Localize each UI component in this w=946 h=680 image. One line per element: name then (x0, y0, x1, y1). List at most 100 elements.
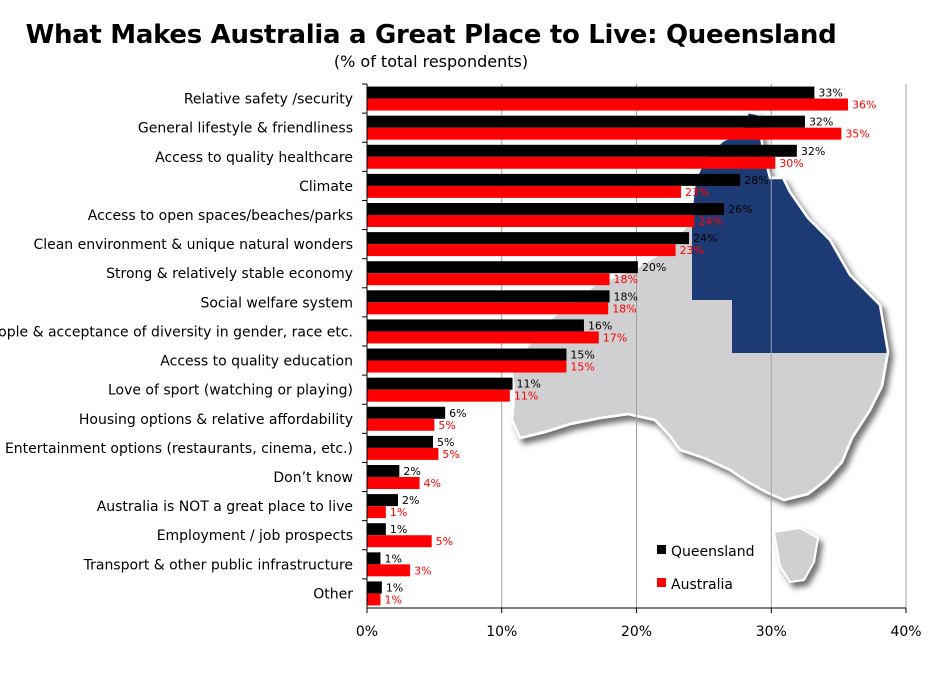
bar-queensland (367, 348, 567, 361)
data-label-queensland: 15% (570, 349, 594, 362)
bar-australia (367, 593, 381, 606)
bar-australia (367, 273, 610, 286)
data-label-queensland: 32% (809, 116, 833, 129)
data-label-australia: 5% (436, 535, 453, 548)
data-label-australia: 15% (570, 361, 594, 374)
bar-australia (367, 360, 567, 373)
bar-queensland (367, 173, 741, 186)
bar-australia (367, 185, 681, 198)
bar-queensland (367, 203, 725, 215)
data-label-queensland: 18% (614, 290, 638, 303)
bar-queensland (367, 115, 805, 128)
data-label-australia: 1% (390, 506, 407, 519)
data-label-australia: 3% (414, 564, 431, 577)
data-label-queensland: 26% (728, 203, 752, 216)
data-label-queensland: 11% (517, 378, 541, 391)
category-label: Transport & other public infrastructure (83, 557, 353, 573)
data-label-australia: 18% (614, 273, 638, 286)
category-label: Access to open spaces/beaches/parks (88, 208, 353, 224)
chart-subtitle: (% of total respondents) (333, 52, 529, 71)
data-label-queensland: 6% (449, 407, 466, 420)
data-label-queensland: 16% (588, 319, 612, 332)
bar-queensland (367, 86, 815, 99)
bars: 33%36%32%35%32%30%28%23%26%24%24%23%20%1… (367, 86, 877, 606)
bar-australia (367, 506, 386, 519)
data-label-queensland: 2% (402, 494, 419, 507)
category-label: General lifestyle & friendliness (138, 121, 353, 137)
chart-title: What Makes Australia a Great Place to Li… (25, 20, 837, 50)
x-tick-label: 20% (621, 624, 652, 640)
category-label: Don’t know (273, 470, 353, 486)
category-label: Housing options & relative affordability (79, 412, 353, 428)
bar-australia (367, 418, 435, 431)
category-label: People & acceptance of diversity in gend… (0, 324, 353, 340)
category-label: Employment / job prospects (157, 528, 353, 544)
data-label-queensland: 28% (744, 174, 768, 187)
x-tick-label: 10% (486, 624, 517, 640)
data-label-australia: 30% (779, 157, 803, 170)
legend-queensland-swatch (657, 545, 666, 554)
x-tick-label: 40% (890, 624, 921, 640)
category-label: Access to quality education (160, 354, 353, 370)
bar-queensland (367, 435, 434, 448)
data-label-australia: 4% (424, 477, 441, 490)
category-label: Social welfare system (200, 295, 353, 311)
data-label-australia: 23% (685, 186, 709, 199)
data-label-australia: 36% (852, 99, 876, 112)
category-label: Strong & relatively stable economy (106, 266, 353, 282)
data-label-australia: 35% (845, 128, 869, 141)
category-label: Climate (299, 179, 353, 195)
bar-australia (367, 477, 420, 489)
bar-queensland (367, 261, 638, 274)
legend-queensland-label: Queensland (671, 544, 755, 560)
bar-queensland (367, 465, 400, 477)
data-label-australia: 17% (603, 331, 627, 344)
data-label-queensland: 20% (642, 261, 666, 274)
bar-australia (367, 564, 411, 577)
bar-queensland (367, 319, 584, 332)
bar-queensland (367, 581, 382, 594)
bar-australia (367, 215, 695, 227)
bar-queensland (367, 232, 690, 245)
bar-australia (367, 302, 609, 315)
data-label-queensland: 32% (801, 145, 825, 158)
x-axis: 0% 10% 20% 30% 40% Relative safety /security G… (0, 83, 922, 640)
data-label-australia: 24% (698, 215, 722, 228)
data-label-queensland: 1% (384, 552, 401, 565)
data-label-queensland: 1% (386, 581, 403, 594)
data-label-queensland: 2% (403, 465, 420, 478)
category-label: Access to quality healthcare (155, 150, 353, 166)
bar-australia (367, 389, 510, 402)
x-tick-label: 0% (356, 624, 378, 640)
category-label: Relative safety /security (184, 92, 353, 108)
data-label-queensland: 5% (437, 436, 454, 449)
bar-australia (367, 447, 439, 460)
bar-queensland (367, 377, 513, 390)
data-label-australia: 1% (384, 593, 401, 606)
category-label: Love of sport (watching or playing) (108, 383, 353, 399)
legend: Queensland Australia (657, 544, 755, 593)
data-label-australia: 5% (438, 419, 455, 432)
category-label: Australia is NOT a great place to live (97, 499, 353, 515)
data-label-australia: 11% (514, 390, 538, 403)
bar-queensland (367, 552, 381, 565)
bar-australia (367, 156, 776, 169)
data-label-australia: 5% (442, 448, 459, 461)
data-label-queensland: 1% (390, 523, 407, 536)
category-label: Other (313, 586, 353, 602)
bar-queensland (367, 494, 398, 507)
bar-australia (367, 535, 432, 548)
bar-queensland (367, 406, 446, 419)
legend-australia-label: Australia (671, 577, 733, 593)
bar-queensland (367, 144, 797, 157)
bar-australia (367, 98, 849, 111)
x-tick-label: 30% (756, 624, 787, 640)
bar-queensland (367, 290, 610, 303)
gridlines (501, 84, 907, 608)
legend-australia-swatch (657, 578, 666, 587)
bar-australia (367, 127, 842, 140)
bar-queensland (367, 523, 386, 536)
tasmania (772, 526, 820, 584)
bar-australia (367, 331, 599, 344)
